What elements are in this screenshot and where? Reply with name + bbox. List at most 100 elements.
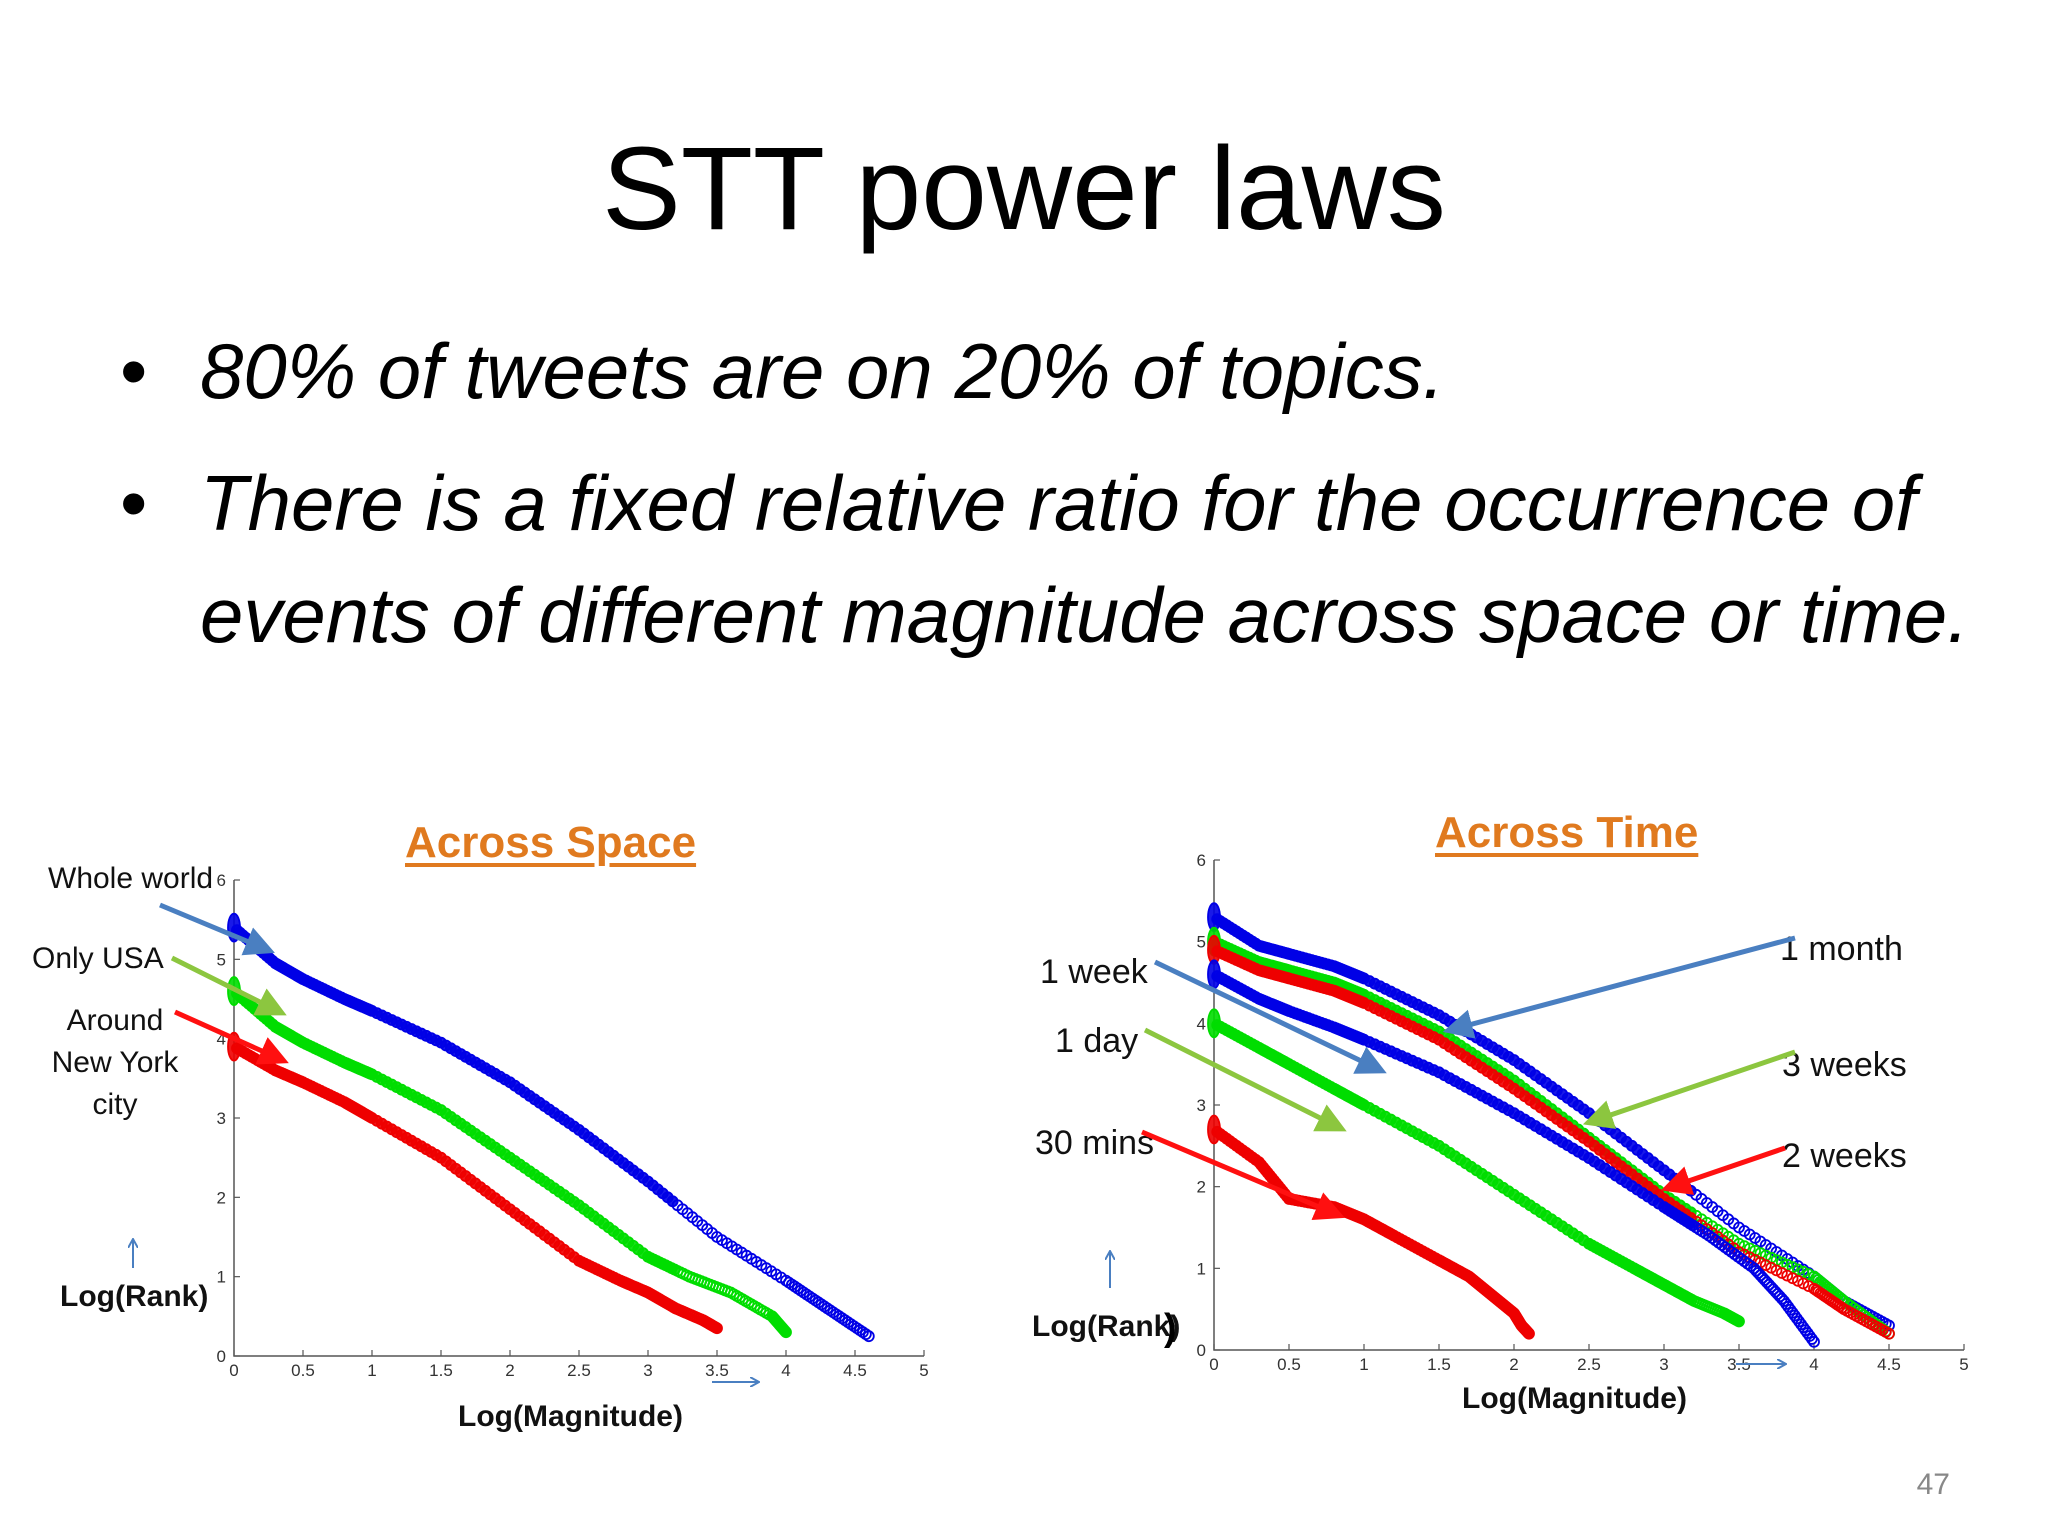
y-tick-label: 2 (217, 1188, 226, 1207)
x-tick-label: 1 (1359, 1355, 1368, 1374)
data-point (812, 1296, 825, 1309)
bullet-item: • There is a fixed relative ratio for th… (120, 447, 2000, 671)
y-tick-label: 0 (1197, 1341, 1206, 1360)
bullet-dot-icon: • (120, 459, 148, 547)
arrow-1-month (1442, 935, 1796, 1039)
x-tick-label: 2 (1509, 1355, 1518, 1374)
y-tick-label: 6 (1197, 851, 1206, 870)
data-point (806, 1292, 819, 1305)
data-point (851, 1322, 863, 1335)
data-point (794, 1284, 807, 1297)
x-tick-label: 4.5 (1877, 1355, 1901, 1374)
annotation-whole-world: Whole world (48, 862, 214, 895)
annotation-around-new-york: Around New York city (51, 1004, 179, 1121)
data-point (859, 1328, 872, 1341)
ylabel-time: Log(Rank) (1032, 1310, 1181, 1343)
annotation-1-month: 1 month (1780, 930, 1903, 968)
data-point (836, 1312, 849, 1325)
arrow-whole-world (159, 902, 275, 956)
data-point (788, 1280, 801, 1293)
bullet-list: • 80% of tweets are on 20% of topics. • … (120, 315, 2000, 691)
data-point (711, 1322, 723, 1335)
chart-title-time: Across Time (1435, 808, 1699, 857)
arrow-30-mins (1141, 1129, 1345, 1221)
y-tick-label: 5 (217, 950, 226, 969)
data-point (1733, 1315, 1745, 1328)
x-tick-label: 4.5 (843, 1361, 867, 1380)
data-point (830, 1308, 843, 1321)
data-point (1523, 1327, 1535, 1340)
data-point (1786, 1261, 1799, 1274)
data-point (780, 1326, 792, 1339)
x-tick-label: 5 (1959, 1355, 1968, 1374)
chart-across-space: 0 0.5 1 1.5 2 2.5 3 3.5 4 4.5 5 0 1 2 3 4 5 6 (217, 871, 929, 1380)
x-tick-label: 2.5 (1577, 1355, 1601, 1374)
ylabel-bracket: ) (1164, 1307, 1177, 1349)
data-point (783, 1276, 795, 1289)
annotation-3-weeks: 3 weeks (1782, 1046, 1907, 1084)
y-tick-label: 1 (1197, 1259, 1206, 1278)
data-point (824, 1304, 837, 1317)
data-point (1797, 1265, 1810, 1278)
data-point (833, 1310, 846, 1323)
data-point (845, 1318, 857, 1331)
bullet-text: There is a fixed relative ratio for the … (200, 459, 1969, 659)
data-point (848, 1320, 860, 1333)
arrow-only-usa (170, 955, 287, 1016)
y-tick-label: 6 (217, 871, 226, 890)
annotation-1-week: 1 week (1040, 953, 1148, 991)
data-point (809, 1294, 822, 1307)
x-tick-label: 3.5 (705, 1361, 729, 1380)
bullet-text: 80% of tweets are on 20% of topics. (200, 327, 1445, 415)
data-point (839, 1314, 852, 1327)
data-point (1883, 1327, 1895, 1340)
annotation-1-day: 1 day (1055, 1022, 1139, 1060)
data-point (786, 1278, 798, 1291)
x-tick-label: 1.5 (1427, 1355, 1451, 1374)
slide-title: STT power laws (602, 123, 1446, 255)
data-point (854, 1324, 866, 1337)
data-point (818, 1300, 831, 1313)
data-point (800, 1288, 813, 1301)
arrow-2-weeks (1660, 1145, 1786, 1195)
x-tick-label: 0 (1209, 1355, 1218, 1374)
x-tick-label: 2 (505, 1361, 514, 1380)
data-point (815, 1298, 828, 1311)
y-tick-label: 5 (1197, 933, 1206, 952)
x-tick-label: 0.5 (291, 1361, 315, 1380)
data-point (791, 1282, 804, 1295)
annotation-30-mins: 30 mins (1035, 1124, 1155, 1162)
x-tick-label: 3 (1659, 1355, 1668, 1374)
data-point (827, 1306, 840, 1319)
xlabel-time: Log(Magnitude) (1462, 1382, 1687, 1415)
y-tick-label: 4 (217, 1030, 226, 1049)
y-tick-label: 3 (217, 1109, 226, 1128)
x-tick-label: 0 (229, 1361, 238, 1380)
data-point (821, 1302, 834, 1315)
x-tick-label: 1.5 (429, 1361, 453, 1380)
data-point (1805, 1333, 1818, 1345)
x-tick-label: 3 (643, 1361, 652, 1380)
data-point (856, 1326, 869, 1339)
x-tick-label: 4 (1809, 1355, 1818, 1374)
data-point (803, 1290, 816, 1303)
arrow-3-weeks (1582, 1049, 1796, 1129)
y-tick-label: 3 (1197, 1096, 1206, 1115)
y-tick-label: 4 (1197, 1014, 1206, 1033)
data-point (842, 1316, 854, 1329)
page-number: 47 (1916, 1468, 1950, 1501)
annotation-2-weeks: 2 weeks (1782, 1137, 1907, 1175)
y-tick-label: 0 (217, 1347, 226, 1366)
x-tick-label: 4 (781, 1361, 790, 1380)
data-point (1792, 1263, 1804, 1276)
y-tick-label: 2 (1197, 1178, 1206, 1197)
chart-title-space: Across Space (405, 818, 697, 867)
bullet-item: • 80% of tweets are on 20% of topics. (120, 315, 2000, 427)
arrow-new-york (173, 1009, 289, 1065)
bullet-dot-icon: • (120, 327, 148, 415)
ylabel-space: Log(Rank) (60, 1280, 209, 1313)
arrow-1-week (1153, 959, 1387, 1074)
arrow-1-day (1143, 1027, 1347, 1132)
